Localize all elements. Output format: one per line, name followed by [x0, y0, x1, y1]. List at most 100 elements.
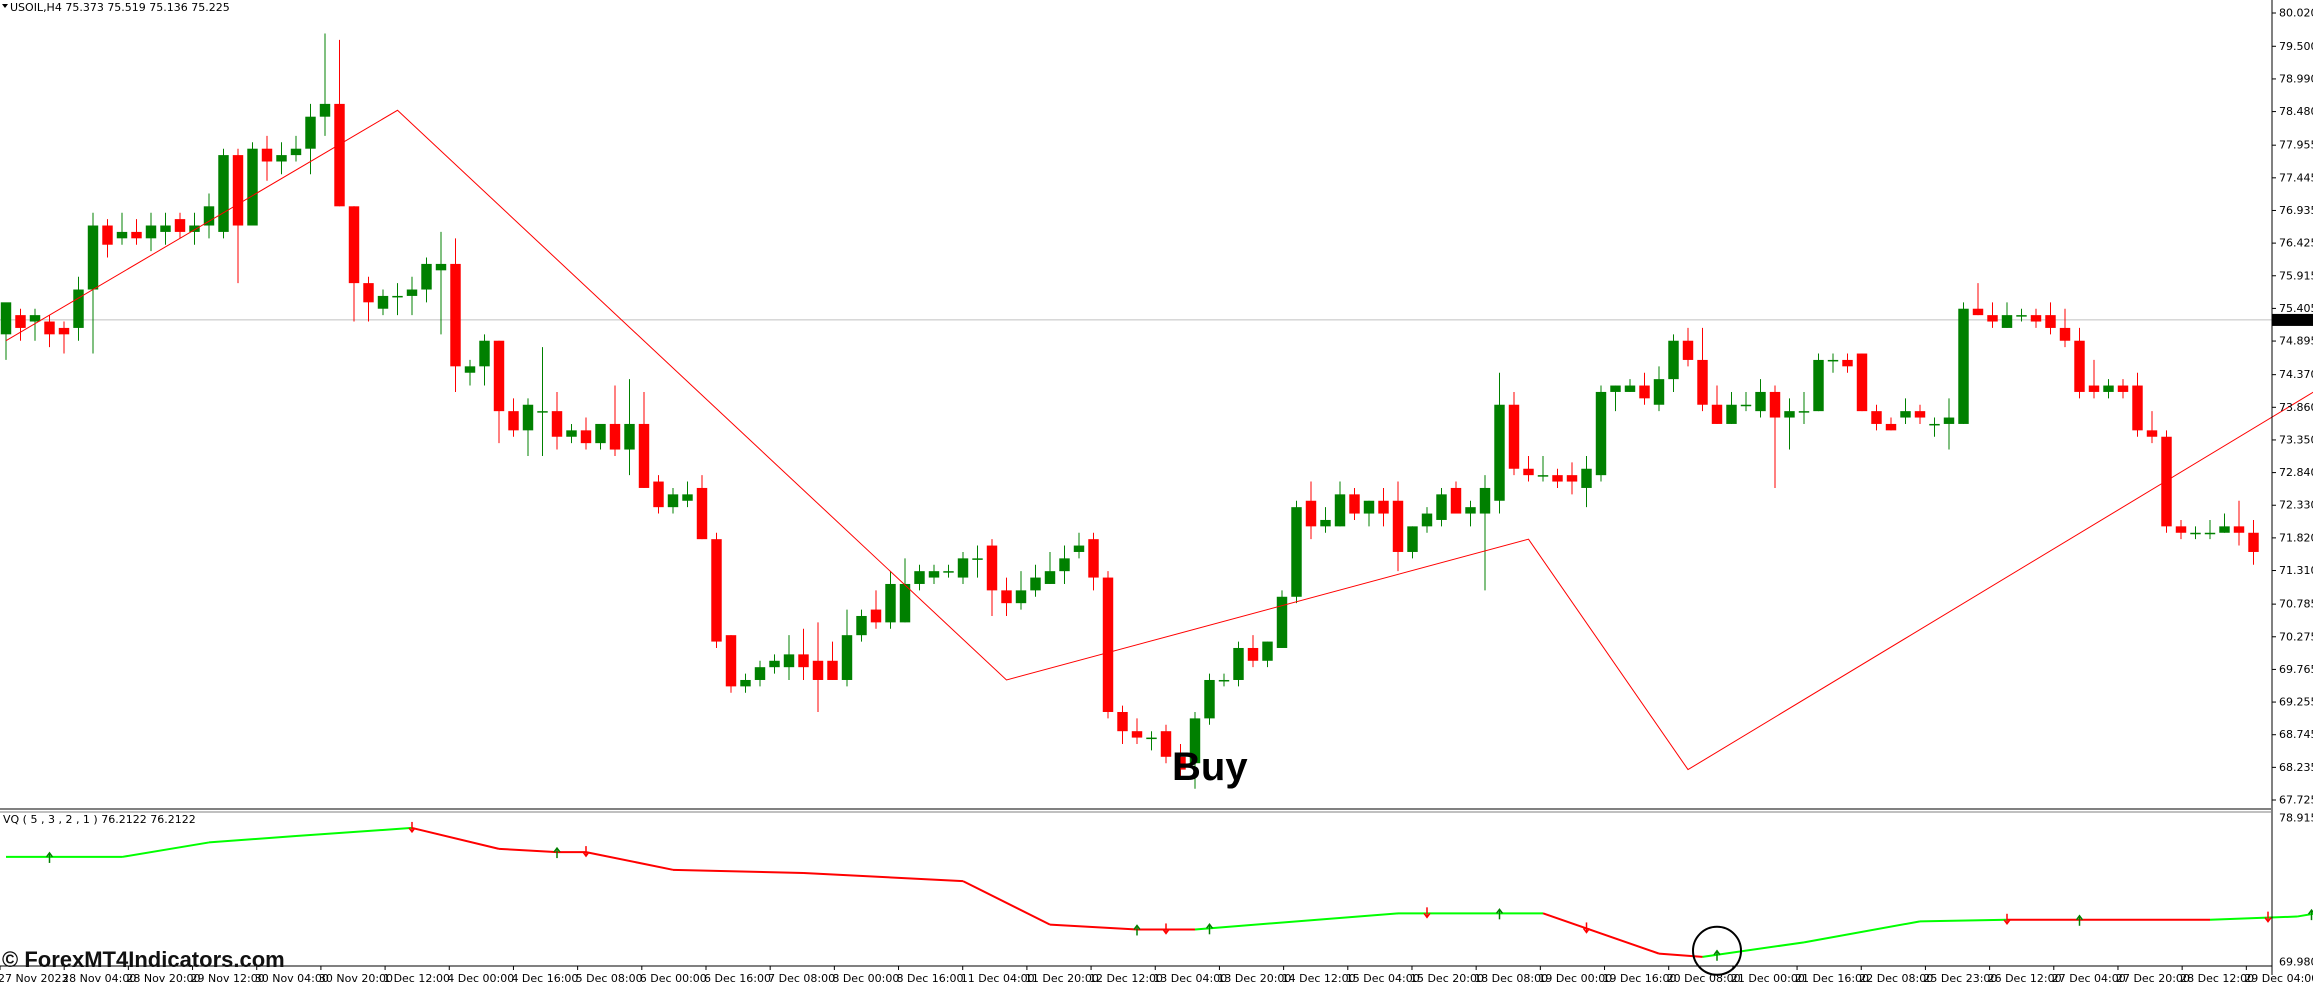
candle: [44, 315, 55, 348]
candle-body: [1189, 718, 1201, 764]
candle-body: [2219, 526, 2230, 533]
candle-body: [1813, 359, 1824, 412]
candle: [1073, 532, 1085, 559]
candle: [1001, 577, 1012, 616]
candle-body: [2233, 526, 2245, 533]
time-tick-label: 30 Nov 20:00: [319, 972, 393, 985]
candle: [1755, 379, 1766, 418]
candle-body: [29, 315, 41, 322]
candle: [334, 39, 345, 207]
price-tick-label: 75.915: [2279, 269, 2313, 282]
time-tick-label: 6 Dec 16:00: [704, 972, 771, 985]
price-tick-label: 67.725: [2279, 794, 2313, 807]
candle-body: [1334, 494, 1346, 527]
candle-body: [667, 494, 679, 508]
candle: [1929, 417, 1940, 437]
candle-body: [928, 571, 940, 578]
candle: [1639, 372, 1650, 405]
price-tick-label: 78.990: [2279, 72, 2313, 85]
candle-body: [2248, 532, 2259, 552]
candle: [1233, 641, 1244, 687]
candle-body: [1088, 539, 1099, 578]
price-tick-label: 76.425: [2279, 237, 2313, 250]
vq-line-segment: [121, 841, 210, 858]
candle-body: [1784, 411, 1795, 418]
candle-body: [1044, 571, 1056, 584]
vq-line-segment: [411, 826, 500, 850]
candle: [1740, 391, 1752, 412]
candle: [1262, 641, 1273, 668]
candle: [1987, 302, 1998, 328]
candle-body: [1160, 731, 1172, 757]
price-tick-label: 74.895: [2279, 335, 2313, 348]
candle-body: [1871, 411, 1882, 424]
vq-line-segment: [1049, 923, 1138, 931]
candle-body: [232, 155, 244, 226]
candle: [0, 302, 12, 360]
candle: [1117, 705, 1128, 744]
price-tick-label: 68.745: [2279, 728, 2313, 741]
time-tick-label: 7 Dec 08:00: [768, 972, 835, 985]
candle-body: [290, 148, 302, 156]
candle-body: [769, 660, 780, 668]
candle-body: [1450, 487, 1462, 514]
candle: [1798, 391, 1810, 424]
sell-arrow-icon: [1423, 907, 1431, 919]
candle-body: [1740, 404, 1752, 407]
candle: [2103, 379, 2114, 399]
candle-body: [537, 411, 548, 413]
candle: [1392, 481, 1404, 572]
vq-line-segment: [2209, 915, 2298, 921]
candle-body: [1465, 507, 1476, 514]
candle: [1581, 455, 1592, 508]
time-tick-label: 29 Nov 12:00: [191, 972, 265, 985]
candle-body: [1073, 545, 1085, 552]
candle: [174, 212, 186, 239]
candle: [421, 257, 432, 303]
candle-body: [2045, 315, 2056, 328]
candle-body: [609, 423, 621, 450]
vq-line-segment: [208, 834, 297, 844]
candle-body: [1523, 468, 1534, 476]
candle: [1769, 385, 1781, 488]
candle: [1218, 673, 1230, 687]
current-price-box: [2272, 313, 2313, 326]
candle-body: [1131, 731, 1143, 738]
indicator-header: VQ ( 5 , 3 , 2 , 1 ) 76.2122 76.2122: [3, 813, 196, 826]
candle: [348, 206, 360, 322]
candle: [464, 359, 476, 386]
candle-body: [1117, 711, 1128, 732]
candle-body: [1494, 404, 1505, 501]
sell-arrow-icon: [2003, 913, 2011, 926]
candle: [2190, 526, 2201, 540]
candle-body: [2175, 526, 2187, 533]
candle: [1320, 507, 1331, 533]
candle-body: [87, 225, 99, 290]
buy-arrow-icon: [553, 846, 561, 859]
candle: [1088, 532, 1099, 591]
candle: [276, 142, 287, 175]
candle-body: [0, 302, 12, 335]
candle: [2059, 308, 2071, 348]
candle-body: [508, 411, 519, 431]
candle-body: [1798, 411, 1810, 413]
candle-body: [1059, 558, 1070, 572]
candle-body: [116, 231, 128, 239]
time-tick-label: 14 Dec 12:00: [1282, 972, 1356, 985]
candle-body: [1769, 391, 1781, 418]
candle: [1407, 526, 1418, 559]
signal-highlight-circle: [1692, 925, 1742, 976]
candle: [247, 142, 258, 226]
candle: [1595, 385, 1607, 482]
price-pane[interactable]: [0, 33, 2313, 789]
time-tick-label: 13 Dec 20:00: [1217, 972, 1291, 985]
time-tick-label: 26 Dec 12:00: [1988, 972, 2062, 985]
indicator-pane[interactable]: [6, 821, 2313, 976]
candle-body: [914, 571, 925, 584]
candle: [73, 276, 84, 341]
dropdown-triangle-icon: [2, 4, 8, 8]
buy-arrow-icon: [1713, 949, 1721, 961]
candle: [1552, 468, 1563, 488]
candle-body: [2059, 327, 2071, 341]
candle: [2204, 519, 2216, 540]
